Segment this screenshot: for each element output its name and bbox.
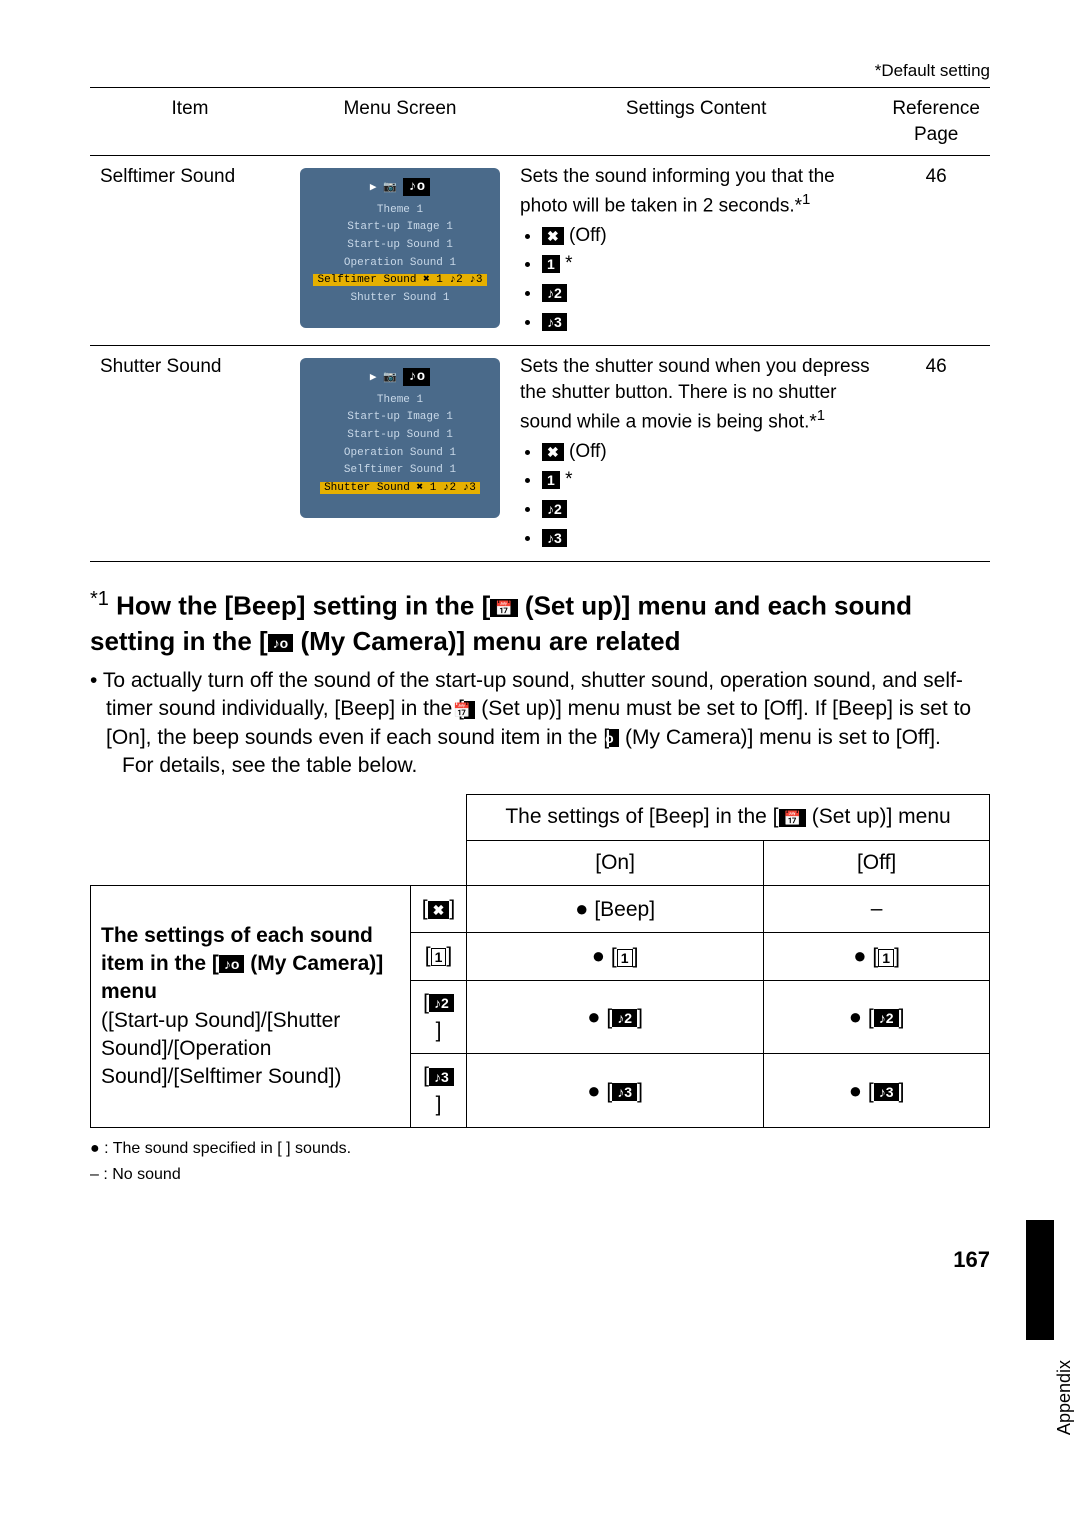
mycamera-icon: ♪o	[609, 729, 619, 747]
off-icon: ✖	[428, 901, 450, 919]
body-paragraph: • To actually turn off the sound of the …	[106, 667, 990, 780]
ref-page: 46	[882, 346, 990, 562]
side-tab	[1026, 1220, 1054, 1340]
legend-sounds: ● : The sound specified in [ ] sounds.	[90, 1138, 990, 1160]
three-icon: ♪3	[429, 1068, 454, 1086]
three-icon: ♪3	[542, 313, 567, 331]
row-shutter: Shutter Sound ▶ 📷 ♪o Theme 1 Start-up Im…	[90, 346, 990, 562]
two-icon: ♪2	[542, 500, 567, 518]
camera-screen: ▶ 📷 ♪o Theme 1 Start-up Image 1 Start-up…	[300, 358, 500, 518]
menu-screenshot: ▶ 📷 ♪o Theme 1 Start-up Image 1 Start-up…	[290, 156, 510, 346]
item-name: Selftimer Sound	[90, 156, 290, 346]
default-setting-label: *Default setting	[90, 60, 990, 83]
item-name: Shutter Sound	[90, 346, 290, 562]
th-menu: Menu Screen	[290, 87, 510, 155]
th-content: Settings Content	[510, 87, 882, 155]
row-selftimer: Selftimer Sound ▶ 📷 ♪o Theme 1 Start-up …	[90, 156, 990, 346]
settings-table: Item Menu Screen Settings Content Refere…	[90, 87, 990, 562]
off-icon: ✖	[542, 227, 564, 245]
camera-screen: ▶ 📷 ♪o Theme 1 Start-up Image 1 Start-up…	[300, 168, 500, 328]
two-icon: ♪2	[542, 284, 567, 302]
options-list: ✖ (Off) 1 * ♪2 ♪3	[520, 223, 872, 335]
legend-nosound: – : No sound	[90, 1164, 990, 1186]
mycamera-icon: ♪o	[268, 634, 294, 652]
appendix-label: Appendix	[1052, 1360, 1076, 1435]
desc: Sets the sound informing you that the ph…	[520, 166, 835, 216]
ref-page: 46	[882, 156, 990, 346]
options-list: ✖ (Off) 1 * ♪2 ♪3	[520, 439, 872, 551]
mycamera-icon: ♪o	[219, 955, 245, 973]
left-header: The settings of each sound item in the […	[91, 886, 411, 1128]
th-item: Item	[90, 87, 290, 155]
one-icon: 1	[542, 471, 560, 489]
menu-screenshot: ▶ 📷 ♪o Theme 1 Start-up Image 1 Start-up…	[290, 346, 510, 562]
top-header: The settings of [Beep] in the [📅 (Set up…	[467, 795, 990, 840]
beep-relation-table: The settings of [Beep] in the [📅 (Set up…	[90, 794, 990, 1128]
off-icon: ✖	[542, 443, 564, 461]
one-icon: 1	[431, 948, 447, 966]
col-on: [On]	[467, 840, 764, 885]
setup-icon: 📅	[779, 809, 806, 827]
two-icon: ♪2	[429, 994, 454, 1012]
one-icon: 1	[542, 255, 560, 273]
setup-icon: 📅	[464, 701, 475, 719]
three-icon: ♪3	[542, 529, 567, 547]
section-heading: *1 How the [Beep] setting in the [📅 (Set…	[90, 586, 990, 659]
page-number: 167	[90, 1245, 990, 1275]
th-ref: Reference Page	[882, 87, 990, 155]
setup-icon: 📅	[490, 599, 517, 617]
col-off: [Off]	[764, 840, 990, 885]
